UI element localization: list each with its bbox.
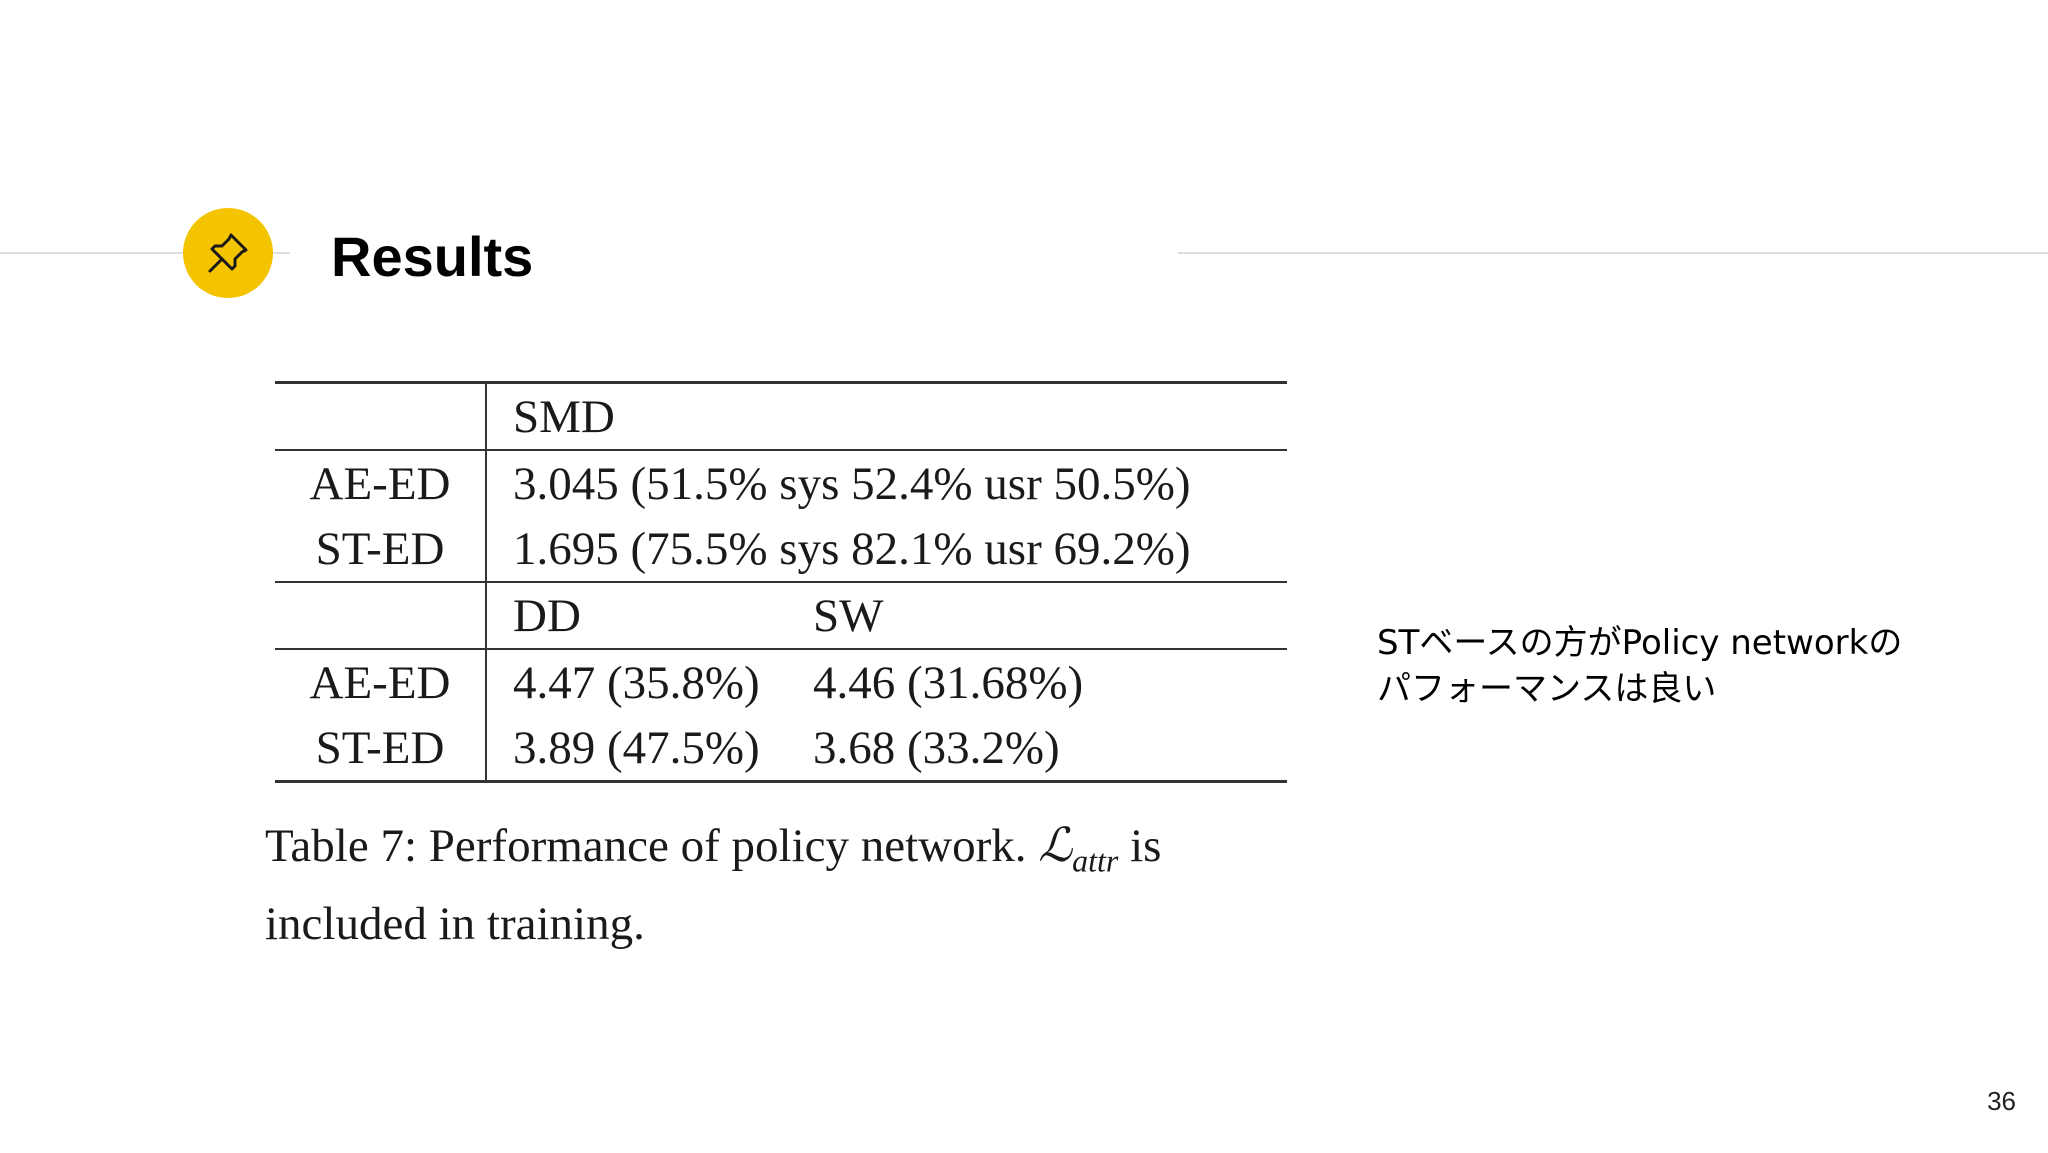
table-header-row: DD SW <box>275 582 1287 650</box>
table-corner-cell <box>275 582 487 650</box>
results-table: SMD AE-ED 3.045 (51.5% sys 52.4% usr 50.… <box>275 381 1287 783</box>
caption-math: ℒattr <box>1038 820 1118 878</box>
caption-suffix: is included in training. <box>265 820 1162 951</box>
side-note-line-1: STベースの方がPolicy networkの <box>1377 623 1903 663</box>
table-row: AE-ED 4.47 (35.8%) 4.46 (31.68%) <box>275 649 1287 715</box>
caption-math-symbol: ℒ <box>1038 820 1073 872</box>
table-cell: 4.47 (35.8%) <box>513 656 760 709</box>
slide-title: Results <box>331 225 534 288</box>
side-note: STベースの方がPolicy networkの パフォーマンスは良い <box>1377 620 1997 712</box>
table-cell: 3.89 (47.5%) <box>486 715 813 783</box>
caption-math-subscript: attr <box>1072 842 1119 879</box>
table-row: AE-ED 3.045 (51.5% sys 52.4% usr 50.5%) <box>275 450 1287 516</box>
table-corner-cell <box>275 381 487 451</box>
column-header-smd: SMD <box>486 381 1287 451</box>
table-header-row: SMD <box>275 381 1287 451</box>
row-label: ST-ED <box>275 715 487 783</box>
row-label: AE-ED <box>275 450 487 516</box>
table-cell: 1.695 (75.5% sys 82.1% usr 69.2%) <box>486 516 1287 583</box>
table-cell: 3.045 (51.5% sys 52.4% usr 50.5%) <box>513 457 1191 510</box>
table-cell: 3.68 (33.2%) <box>813 715 1287 783</box>
table-row: ST-ED 3.89 (47.5%) 3.68 (33.2%) <box>275 715 1287 783</box>
pin-badge <box>183 208 273 298</box>
side-note-line-2: パフォーマンスは良い <box>1377 669 1717 709</box>
pushpin-icon <box>208 233 248 273</box>
table-row: ST-ED 1.695 (75.5% sys 82.1% usr 69.2%) <box>275 516 1287 583</box>
row-label: ST-ED <box>275 516 487 583</box>
caption-prefix: Table 7: Performance of policy network. <box>265 820 1027 872</box>
title-rule-right <box>1178 252 2048 254</box>
title-rule-left <box>0 252 290 254</box>
column-header-sw: SW <box>813 582 1287 650</box>
row-label: AE-ED <box>275 649 487 715</box>
column-header-dd: DD <box>486 582 813 650</box>
table-cell: 4.46 (31.68%) <box>813 656 1084 709</box>
page-number: 36 <box>1987 1086 2016 1116</box>
table-caption: Table 7: Performance of policy network. … <box>265 814 1305 956</box>
